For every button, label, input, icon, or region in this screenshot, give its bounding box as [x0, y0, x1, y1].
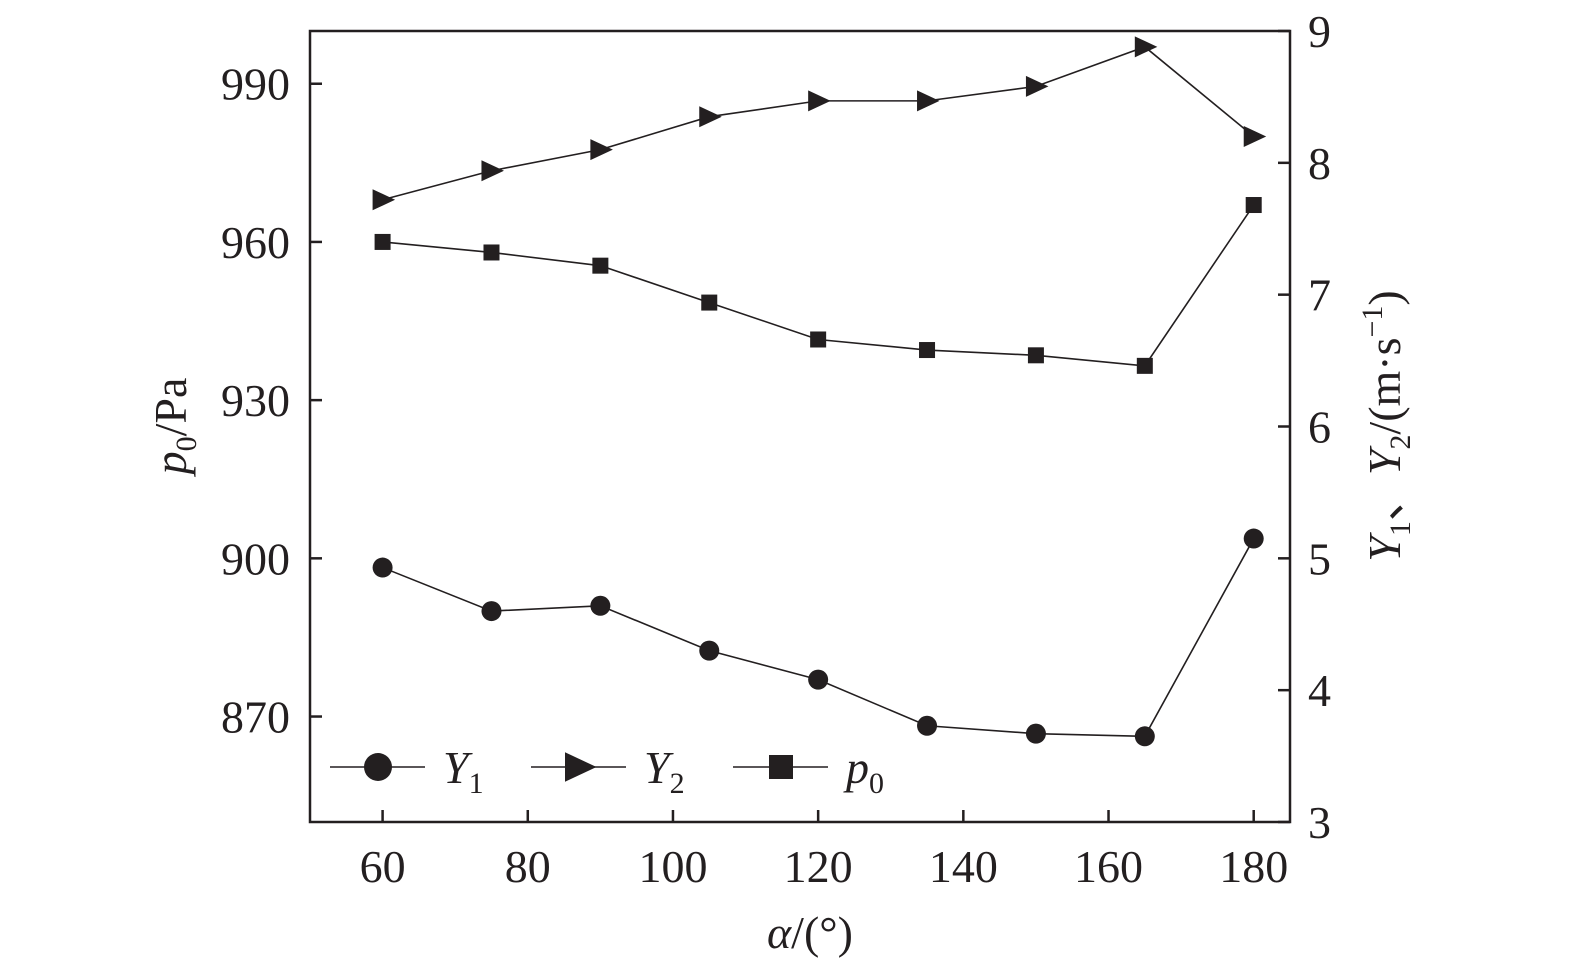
x-tick-label: 80: [505, 841, 551, 892]
data-point-p0: [919, 342, 936, 359]
data-point-Y1: [1025, 723, 1046, 744]
legend-item-Y1: Y1: [330, 742, 484, 800]
legend-label: Y2: [644, 742, 685, 800]
data-point-p0: [1245, 197, 1262, 214]
data-point-Y2: [481, 160, 504, 182]
series-Y1: [372, 528, 1264, 747]
x-tick-label: 160: [1074, 841, 1143, 892]
x-tick-label: 180: [1219, 841, 1288, 892]
y-right-subscript-2: 2: [1384, 435, 1417, 450]
legend-item-Y2: Y2: [531, 742, 685, 800]
y-right-tick-label: 3: [1308, 797, 1331, 848]
y-right-unit-close: ): [1359, 290, 1410, 305]
data-point-p0: [374, 233, 391, 250]
x-axis-symbol: α: [767, 907, 792, 958]
x-tick-label: 100: [638, 841, 707, 892]
legend-marker: [769, 755, 793, 779]
legend-label-main: Y: [644, 742, 674, 793]
x-axis-label: α/(°): [767, 907, 853, 958]
y-left-unit: /Pa: [145, 378, 196, 437]
y-left-tick-label: 870: [221, 692, 290, 743]
y-left-axis-label: p0/Pa: [145, 378, 203, 478]
y-right-axis-label: Y1、Y2/(m·s−1): [1356, 290, 1417, 562]
data-point-Y1: [917, 715, 938, 736]
data-point-p0: [810, 331, 827, 348]
data-point-p0: [1027, 347, 1044, 364]
legend-label-main: p: [843, 742, 869, 793]
legend-label-sub: 2: [670, 767, 685, 800]
data-point-p0: [1136, 357, 1153, 374]
data-point-Y1: [481, 601, 502, 622]
data-point-Y1: [1243, 528, 1264, 549]
series-line-Y1: [382, 538, 1255, 738]
legend: Y1 Y2 p0: [330, 742, 884, 800]
y-right-tick-label: 4: [1308, 665, 1331, 716]
data-point-Y1: [699, 640, 720, 661]
data-point-Y1: [808, 669, 829, 690]
y-left-tick-label: 930: [221, 375, 290, 426]
x-tick-label: 120: [784, 841, 853, 892]
y-right-separator: 、: [1359, 475, 1410, 521]
y-left-tick-label: 900: [221, 533, 290, 584]
data-point-Y1: [372, 557, 393, 578]
legend-marker: [565, 752, 597, 782]
y-left-subscript: 0: [170, 436, 203, 451]
plot-frame: [308, 29, 1292, 824]
y-right-tick-label: 8: [1308, 138, 1331, 189]
plot-area: [372, 36, 1267, 747]
legend-label-sub: 0: [869, 767, 884, 800]
data-point-Y1: [590, 595, 611, 616]
data-point-Y2: [1134, 36, 1158, 58]
x-axis-unit: /(°): [791, 907, 853, 958]
x-tick-label: 140: [929, 841, 998, 892]
data-point-Y2: [808, 90, 831, 112]
data-point-p0: [701, 294, 718, 311]
y-right-subscript-1: 1: [1384, 521, 1417, 536]
series-p0: [374, 197, 1262, 374]
data-point-Y2: [699, 106, 722, 128]
x-tick-label: 60: [360, 841, 406, 892]
y-right-superscript: −1: [1356, 306, 1389, 338]
y-right-tick-label: 6: [1308, 402, 1331, 453]
y-right-tick-label: 9: [1308, 6, 1331, 57]
data-point-Y2: [917, 90, 940, 112]
data-point-p0: [483, 244, 500, 261]
y-left-tick-label: 990: [221, 59, 290, 110]
series-line-Y2: [382, 45, 1255, 201]
y-right-unit: /(m·s: [1359, 337, 1410, 434]
legend-item-p0: p0: [733, 742, 884, 800]
data-point-Y2: [1243, 125, 1267, 147]
y-right-tick-label: 5: [1308, 533, 1331, 584]
y-right-tick-label: 7: [1308, 270, 1331, 321]
data-point-Y2: [372, 189, 396, 211]
data-point-Y2: [1025, 75, 1049, 97]
legend-label-main: Y: [443, 742, 473, 793]
axes: 60 80 100 120 140 160 180870900930960990345678…: [145, 6, 1417, 958]
y-left-symbol: p: [145, 451, 196, 477]
legend-label: Y1: [443, 742, 484, 800]
legend-label: p0: [843, 742, 884, 800]
data-point-p0: [592, 257, 609, 274]
series-Y2: [372, 36, 1267, 211]
y-right-symbol-2: Y: [1359, 445, 1410, 475]
data-point-Y2: [590, 139, 613, 161]
legend-marker: [364, 753, 392, 781]
legend-label-sub: 1: [469, 767, 484, 800]
data-point-Y1: [1134, 726, 1155, 747]
y-left-tick-label: 960: [221, 217, 290, 268]
y-right-symbol-1: Y: [1359, 532, 1410, 562]
